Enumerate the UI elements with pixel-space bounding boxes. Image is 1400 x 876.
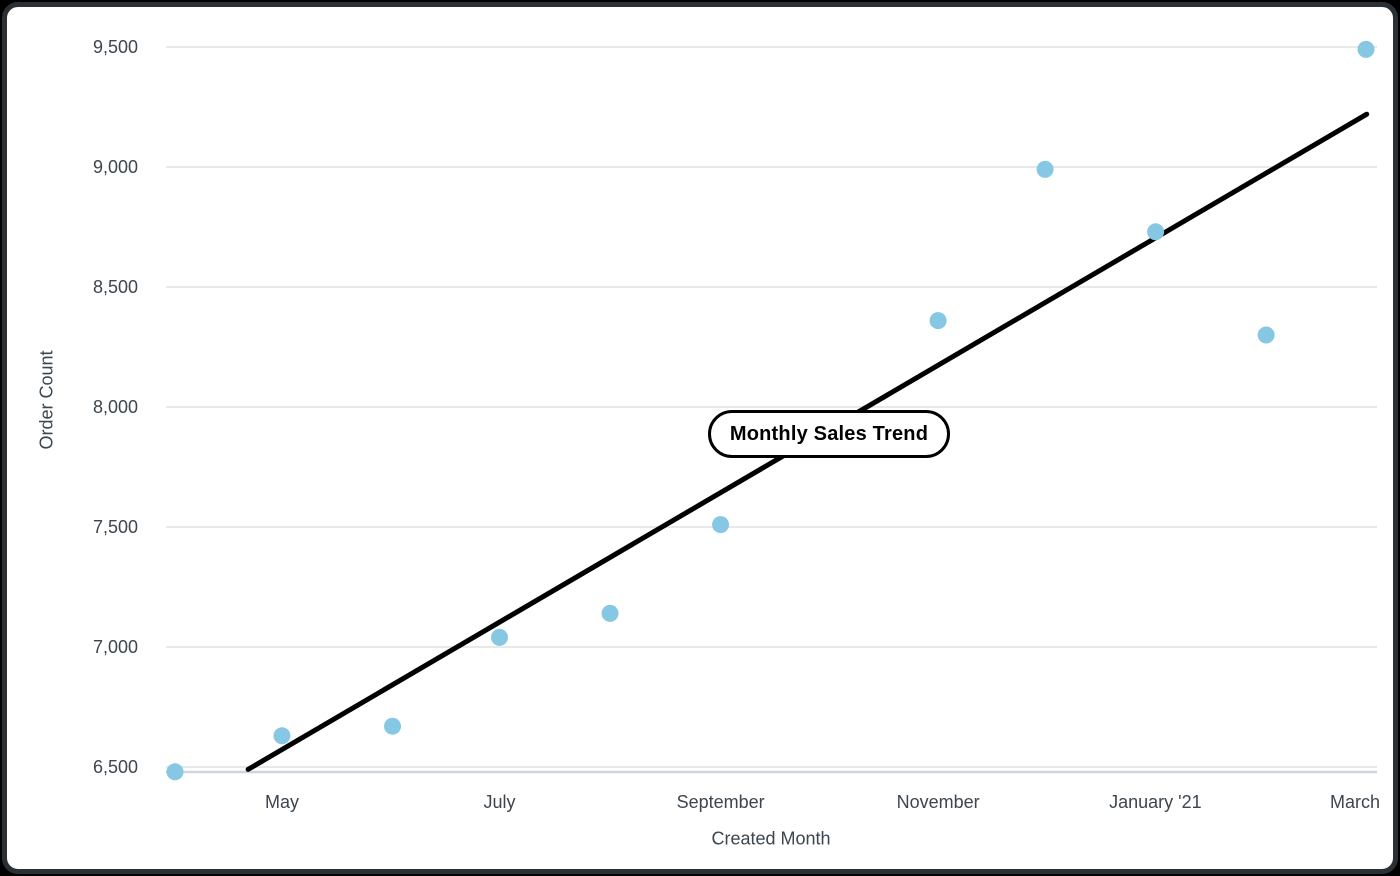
x-axis-title: Created Month — [711, 828, 831, 849]
x-tick-label: May — [264, 792, 299, 812]
data-point[interactable] — [712, 516, 730, 534]
data-point[interactable] — [1036, 160, 1054, 178]
data-point[interactable] — [166, 763, 184, 781]
x-tick-label: September — [676, 792, 765, 812]
chart-title-badge: Monthly Sales Trend — [708, 410, 950, 458]
x-tick-label: July — [483, 792, 516, 812]
y-tick-label: 7,500 — [92, 517, 138, 537]
y-tick-label: 8,500 — [92, 277, 138, 297]
y-tick-label: 8,000 — [92, 397, 138, 417]
data-point[interactable] — [601, 604, 619, 622]
data-point[interactable] — [1147, 223, 1165, 241]
data-point[interactable] — [384, 717, 402, 735]
data-point[interactable] — [490, 628, 508, 646]
y-axis-title: Order Count — [36, 350, 57, 450]
x-tick-label: March — [1330, 792, 1381, 812]
y-tick-label: 9,000 — [92, 157, 138, 177]
y-tick-label: 7,000 — [92, 637, 138, 657]
data-point[interactable] — [929, 312, 947, 330]
chart-title: Monthly Sales Trend — [729, 422, 929, 445]
y-tick-label: 6,500 — [92, 757, 138, 777]
x-tick-label: January '21 — [1109, 792, 1202, 812]
data-point[interactable] — [1357, 40, 1375, 58]
data-point[interactable] — [1257, 326, 1275, 344]
x-tick-label: November — [896, 792, 980, 812]
data-point[interactable] — [273, 727, 291, 745]
y-tick-label: 9,500 — [92, 37, 138, 57]
